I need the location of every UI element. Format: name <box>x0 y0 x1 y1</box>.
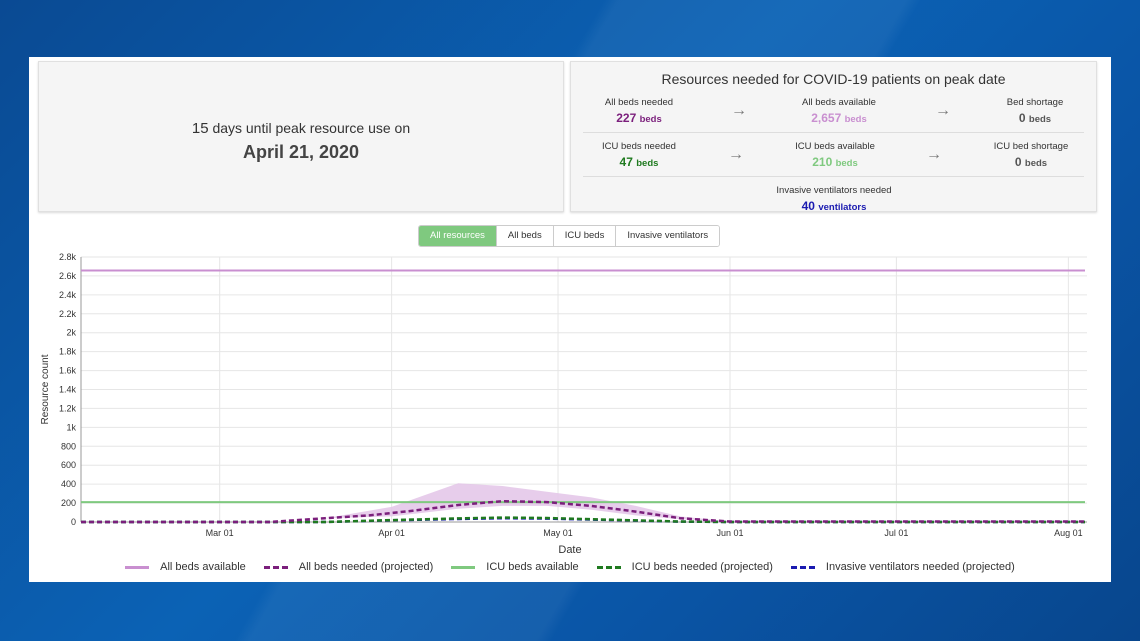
y-tick-label: 400 <box>61 479 76 489</box>
arrow-right-icon: → <box>935 102 951 119</box>
bed-shortage-value: 0 <box>1018 111 1026 125</box>
arrow-right-icon: → <box>731 102 747 119</box>
icu-bed-shortage-value: 0 <box>1014 155 1022 169</box>
legend-item[interactable]: ICU beds available <box>451 561 579 573</box>
all-beds-needed-label: All beds needed <box>604 97 674 108</box>
icu-bed-shortage-unit: beds <box>1024 158 1048 169</box>
y-tick-label: 1.4k <box>59 385 77 395</box>
y-axis-label: Resource count <box>40 354 51 424</box>
resource-tabs: All resources All beds ICU beds Invasive… <box>418 225 721 247</box>
legend-item[interactable]: Invasive ventilators needed (projected) <box>790 561 1015 573</box>
ventilators-needed-unit: ventilators <box>818 202 867 213</box>
legend-item[interactable]: ICU beds needed (projected) <box>596 561 773 573</box>
y-tick-label: 2.2k <box>59 309 77 319</box>
all-beds-needed-unit: beds <box>639 114 662 125</box>
icu-beds-available: ICU beds available 210 beds <box>775 141 895 169</box>
divider <box>583 176 1084 177</box>
legend-swatch <box>451 565 476 569</box>
legend-item[interactable]: All beds available <box>125 561 246 573</box>
y-tick-label: 2.4k <box>59 290 77 300</box>
y-tick-label: 2.6k <box>59 271 77 281</box>
dashboard-panel: 15 days until peak resource use on April… <box>29 57 1111 582</box>
icu-bed-shortage-label: ICU bed shortage <box>993 141 1069 152</box>
y-tick-label: 0 <box>71 517 76 527</box>
tab-icu-beds[interactable]: ICU beds <box>553 226 617 246</box>
resources-card: Resources needed for COVID-19 patients o… <box>570 61 1097 213</box>
legend-swatch <box>790 565 815 569</box>
y-tick-label: 2k <box>66 328 76 338</box>
series-line <box>81 499 1085 524</box>
legend-item[interactable]: All beds needed (projected) <box>263 561 434 573</box>
x-tick-label: Apr 01 <box>378 528 405 538</box>
legend-label: ICU beds needed (projected) <box>631 561 773 573</box>
y-tick-label: 1.6k <box>59 366 77 376</box>
arrow-right-icon: → <box>728 146 744 163</box>
all-beds-available-unit: beds <box>844 114 867 125</box>
icu-beds-needed-unit: beds <box>636 158 659 169</box>
ventilators-needed: Invasive ventilators needed 40 ventilato… <box>764 185 904 213</box>
ventilators-needed-label: Invasive ventilators needed <box>776 185 892 196</box>
icu-beds-available-unit: beds <box>835 158 858 169</box>
icu-beds-available-value: 210 <box>812 155 833 169</box>
all-beds-needed: All beds needed 227 beds <box>579 97 699 125</box>
bed-shortage-unit: beds <box>1028 114 1052 125</box>
divider <box>583 132 1084 133</box>
y-tick-label: 1.8k <box>59 347 77 357</box>
arrow-right-icon: → <box>926 146 942 163</box>
y-tick-label: 800 <box>61 441 76 451</box>
all-beds-available-label: All beds available <box>802 97 876 108</box>
legend-swatch <box>125 565 150 569</box>
x-tick-label: Mar 01 <box>206 528 234 538</box>
peak-card: 15 days until peak resource use on April… <box>38 61 564 212</box>
peak-date: April 21, 2020 <box>242 142 360 162</box>
x-tick-label: May 01 <box>543 528 573 538</box>
legend-label: All beds available <box>160 561 246 573</box>
bed-shortage-label: Bed shortage <box>1006 97 1064 108</box>
all-beds-available: All beds available 2,657 beds <box>779 97 899 125</box>
y-tick-label: 1k <box>66 422 76 432</box>
legend-swatch <box>596 565 621 569</box>
legend-swatch <box>263 565 288 569</box>
tab-invasive-ventilators[interactable]: Invasive ventilators <box>616 226 720 246</box>
chart-legend: All beds available All beds needed (proj… <box>29 561 1111 573</box>
icu-beds-needed: ICU beds needed 47 beds <box>579 141 699 169</box>
peak-countdown: 15 days until peak resource use on <box>39 120 563 137</box>
resource-chart: 0 200 400 600 800 1k 1.2k 1.4k 1.6k 1.8k 2k 2.2k 2.4… <box>40 252 1087 556</box>
peak-text: days until peak resource use on <box>212 120 411 136</box>
legend-label: All beds needed (projected) <box>298 561 434 573</box>
all-beds-needed-value: 227 <box>616 111 637 125</box>
y-tick-label: 200 <box>61 498 76 508</box>
ventilators-needed-value: 40 <box>801 199 815 213</box>
tab-all-resources[interactable]: All resources <box>419 226 497 246</box>
peak-days: 15 <box>191 120 209 137</box>
legend-label: Invasive ventilators needed (projected) <box>825 561 1015 573</box>
x-tick-label: Aug 01 <box>1054 528 1083 538</box>
series-line <box>81 516 1085 524</box>
icu-beds-available-label: ICU beds available <box>795 141 875 152</box>
icu-bed-shortage: ICU bed shortage 0 beds <box>971 141 1091 169</box>
resources-title: Resources needed for COVID-19 patients o… <box>661 71 1006 87</box>
y-tick-label: 1.2k <box>59 403 77 413</box>
x-tick-label: Jun 01 <box>716 528 743 538</box>
icu-beds-needed-label: ICU beds needed <box>602 141 676 152</box>
y-tick-label: 2.8k <box>59 252 77 262</box>
x-tick-label: Jul 01 <box>884 528 908 538</box>
legend-label: ICU beds available <box>486 561 579 573</box>
x-axis-label: Date <box>558 544 581 556</box>
bed-shortage: Bed shortage 0 beds <box>975 97 1095 125</box>
all-beds-available-value: 2,657 <box>811 111 842 125</box>
series-line <box>81 516 1085 524</box>
tab-all-beds[interactable]: All beds <box>496 226 554 246</box>
y-tick-label: 600 <box>61 460 76 470</box>
icu-beds-needed-value: 47 <box>619 155 633 169</box>
